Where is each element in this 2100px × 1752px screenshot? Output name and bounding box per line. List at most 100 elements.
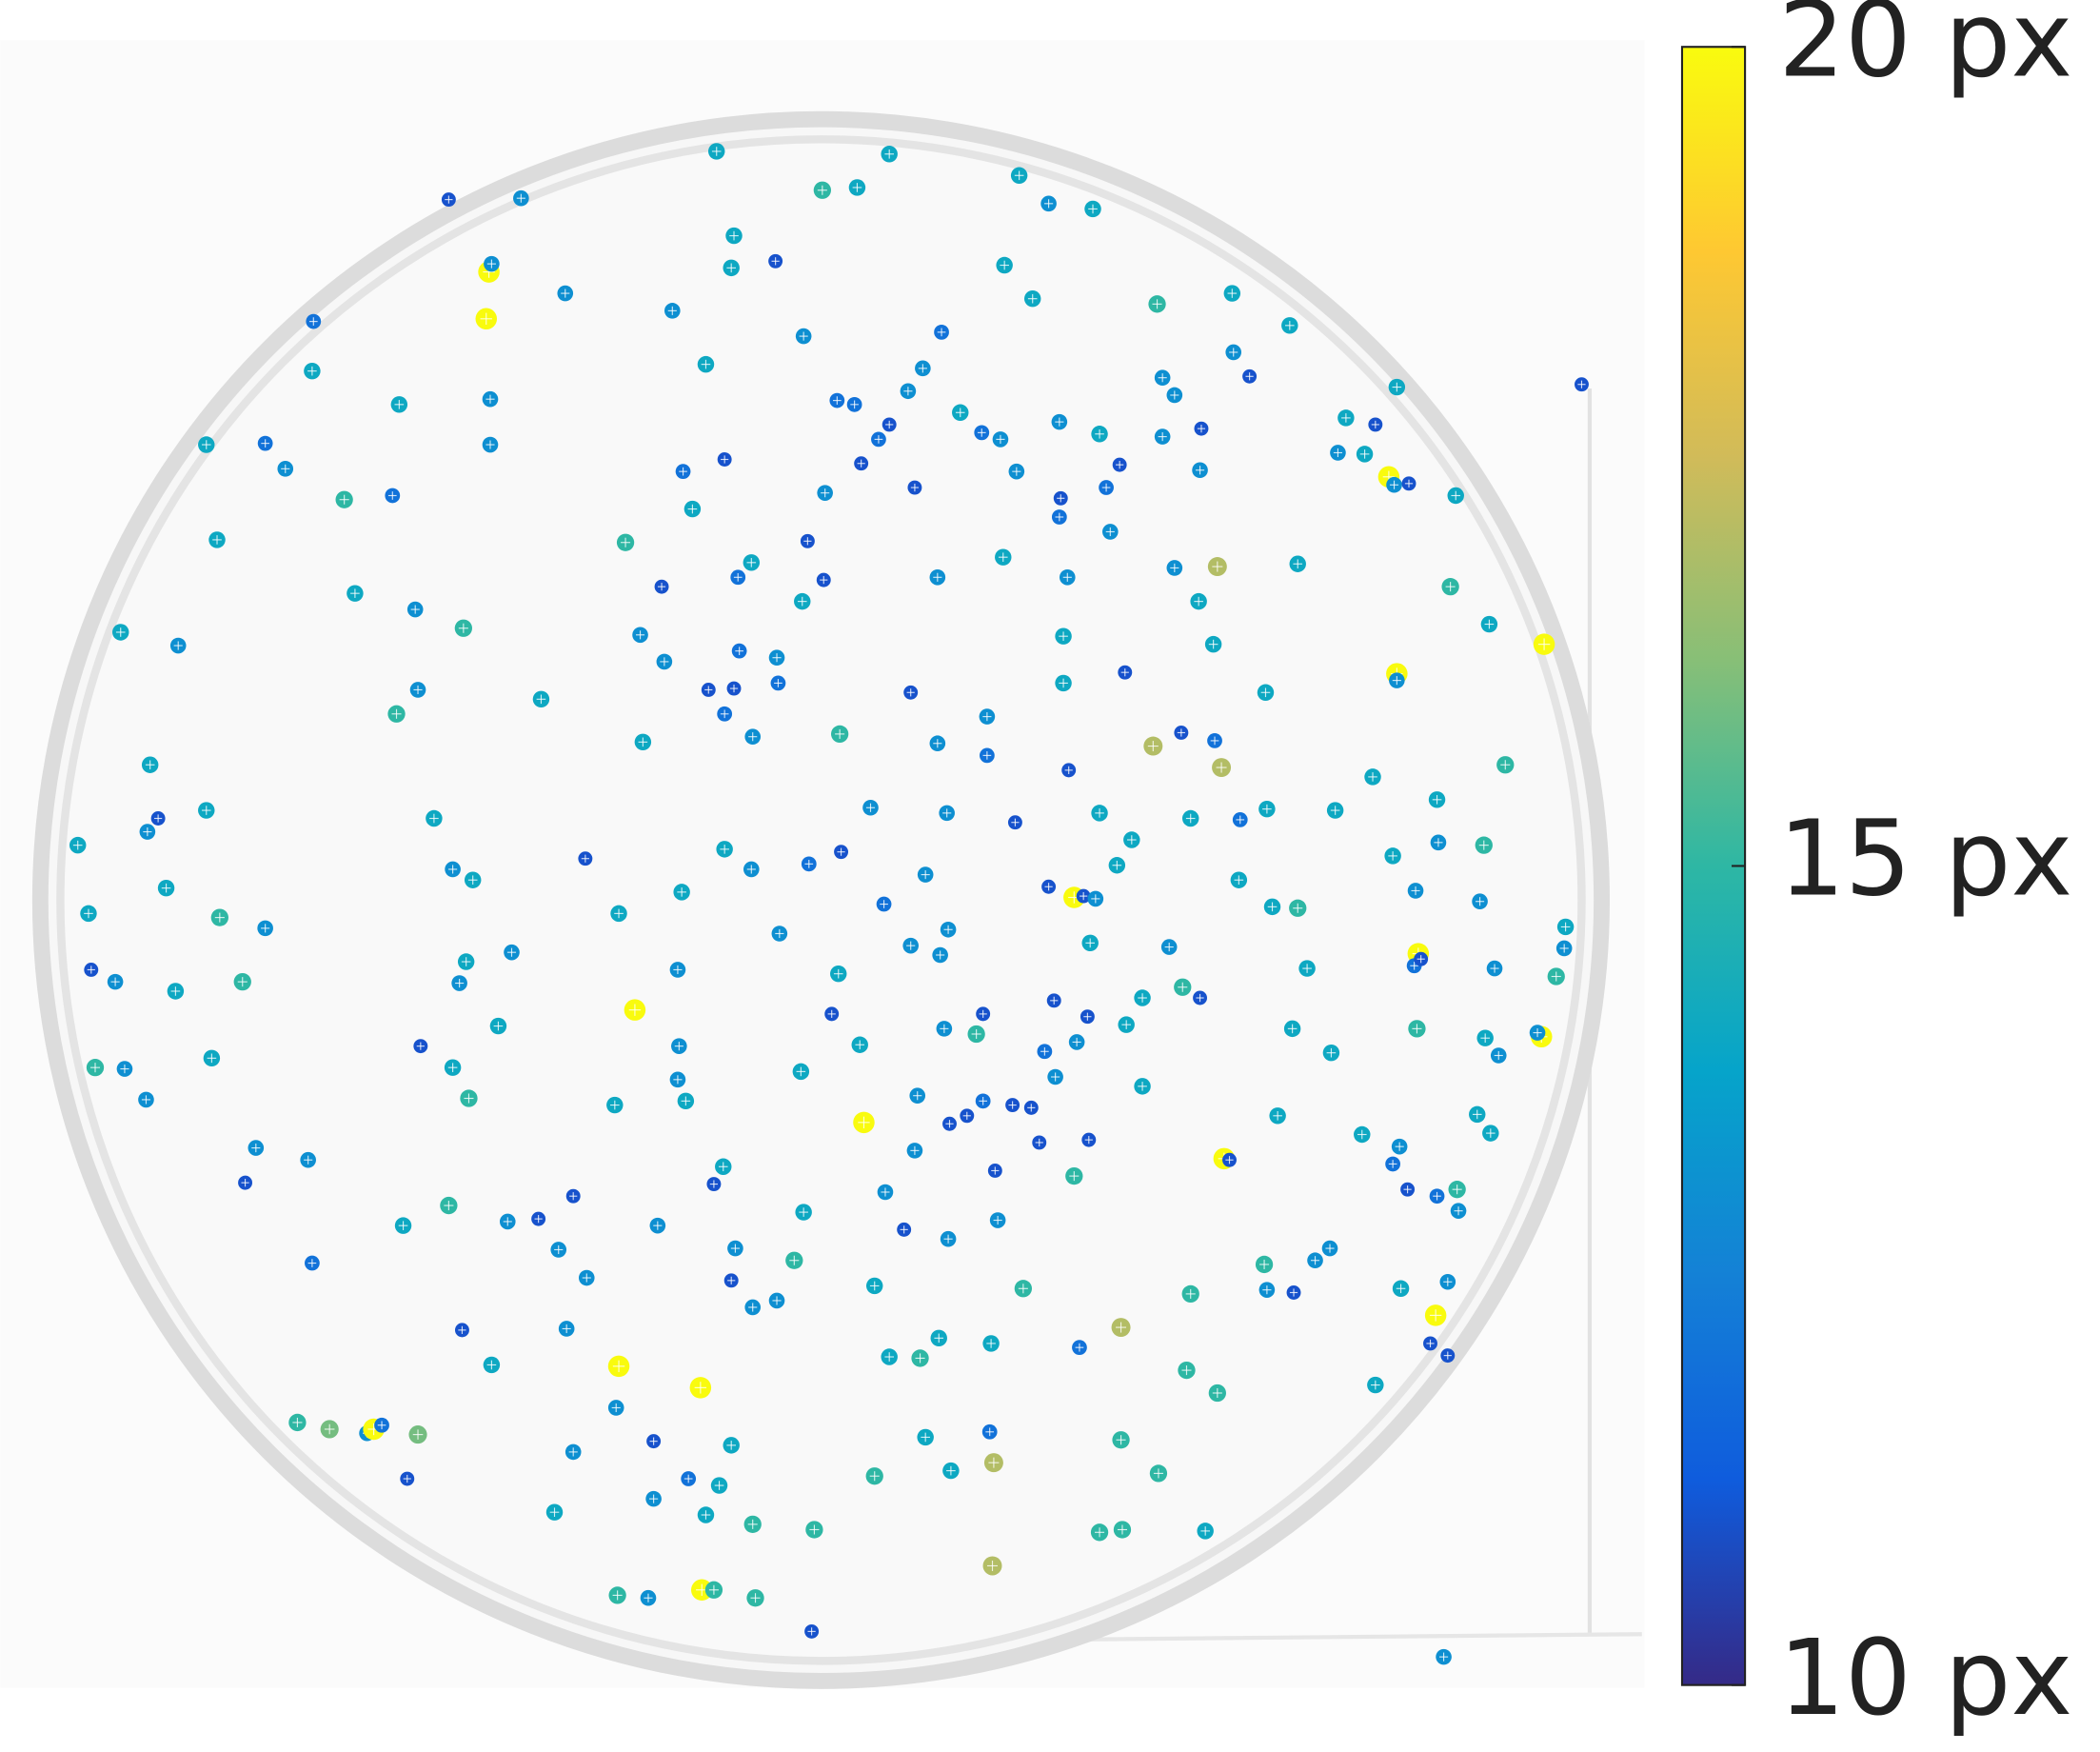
colony <box>871 431 886 448</box>
colony <box>610 905 627 923</box>
colony <box>1447 487 1464 505</box>
colony <box>1178 1361 1196 1380</box>
colony <box>1014 1280 1033 1298</box>
colony <box>1134 989 1151 1006</box>
colony <box>1081 934 1099 952</box>
colony <box>656 653 673 670</box>
colony <box>608 1586 626 1604</box>
colony <box>1174 978 1192 996</box>
colony <box>834 845 849 860</box>
colony <box>851 1036 868 1053</box>
colony <box>862 799 879 816</box>
colony <box>987 1164 1002 1178</box>
colony <box>723 1437 740 1454</box>
colony <box>475 308 498 330</box>
colony <box>1257 684 1275 701</box>
colony <box>1476 1029 1494 1046</box>
colony <box>669 962 686 978</box>
colony <box>1076 888 1091 904</box>
colony <box>989 1212 1006 1228</box>
colony <box>917 1428 934 1446</box>
colony <box>1065 1166 1083 1185</box>
colony <box>1547 967 1565 986</box>
colony <box>84 963 99 977</box>
colony <box>531 1211 546 1226</box>
colony <box>853 1111 875 1134</box>
colony <box>881 146 898 163</box>
colony <box>1388 378 1406 396</box>
colony <box>929 735 946 752</box>
colony <box>413 1039 428 1054</box>
colony <box>813 181 831 199</box>
colony <box>785 1251 803 1269</box>
colony <box>157 879 175 897</box>
colony <box>725 227 743 245</box>
colony <box>1408 1020 1426 1038</box>
colony <box>169 637 187 654</box>
colony <box>1428 791 1446 808</box>
colony <box>706 1177 722 1192</box>
colony <box>1258 1282 1276 1298</box>
colony <box>1204 635 1222 653</box>
colony <box>1007 815 1022 830</box>
colony <box>909 1087 926 1105</box>
colony <box>906 1143 923 1159</box>
colony <box>210 908 228 926</box>
colony <box>1364 768 1381 786</box>
colony <box>445 861 461 878</box>
colony <box>484 255 500 272</box>
colorbar-ticks: 10 px 15 px 20 px <box>1732 0 2072 1739</box>
colony <box>1400 1182 1416 1197</box>
colony <box>1401 476 1417 491</box>
colony <box>817 485 833 501</box>
colony <box>400 1471 415 1486</box>
colony <box>768 649 785 667</box>
colony <box>1099 480 1114 495</box>
colony <box>606 1096 624 1114</box>
colony <box>1330 445 1346 461</box>
colony <box>394 1217 412 1234</box>
colony <box>578 851 593 866</box>
colony <box>1194 421 1209 436</box>
colony <box>1440 1348 1456 1364</box>
colony <box>697 1506 715 1523</box>
colony <box>457 953 475 970</box>
colony <box>1289 899 1307 917</box>
colony <box>708 143 725 160</box>
colony <box>86 1059 105 1077</box>
colony <box>1149 1464 1168 1483</box>
colony <box>903 685 919 700</box>
colony <box>1181 809 1199 827</box>
colony <box>854 456 869 471</box>
colony <box>876 896 892 912</box>
colony <box>929 569 946 586</box>
colony <box>1286 1285 1301 1300</box>
colony <box>801 856 817 872</box>
colony <box>454 619 472 637</box>
colony <box>689 1377 712 1399</box>
colony <box>69 836 87 854</box>
colony <box>408 1425 427 1444</box>
colony <box>675 464 691 480</box>
colony <box>1212 758 1232 778</box>
colony <box>1222 1152 1237 1167</box>
colony <box>1384 847 1401 865</box>
colony <box>451 975 467 991</box>
colony <box>1307 1252 1323 1269</box>
colony <box>1047 1068 1063 1085</box>
colony <box>426 809 443 827</box>
colony <box>995 548 1012 566</box>
colony <box>897 1222 912 1237</box>
colony <box>804 1623 820 1639</box>
colony <box>654 579 669 594</box>
colony <box>701 683 716 697</box>
colony <box>939 805 955 822</box>
colony <box>1080 1009 1095 1025</box>
colony <box>848 179 866 196</box>
colony <box>940 921 957 938</box>
colony <box>717 452 732 467</box>
colony <box>300 1151 316 1168</box>
colony <box>683 500 702 518</box>
colony <box>731 643 747 659</box>
colony <box>768 253 783 269</box>
